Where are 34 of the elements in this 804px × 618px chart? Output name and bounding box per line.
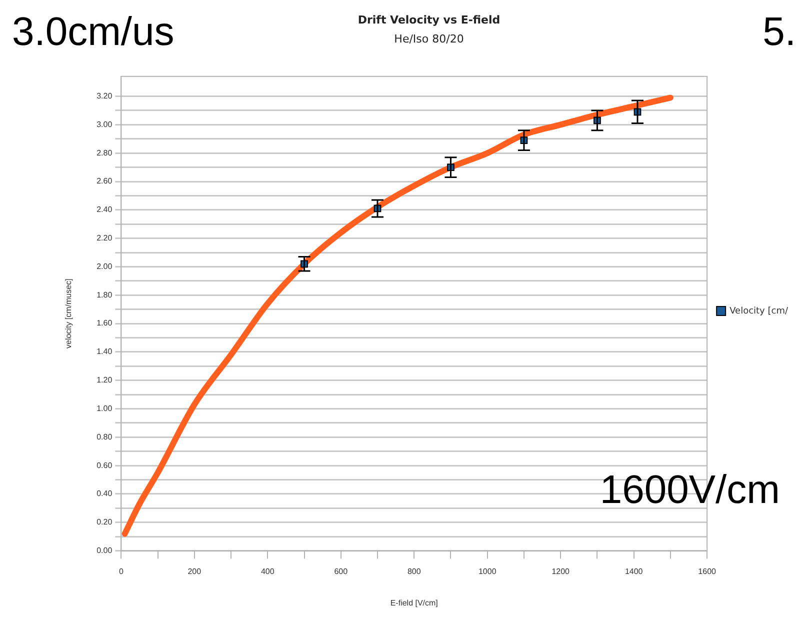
- y-tick-label: 2.00: [96, 262, 113, 271]
- y-tick-label: 0.20: [96, 518, 113, 527]
- annotation: 1600V/cm: [600, 468, 780, 512]
- x-tick-label: 400: [260, 566, 275, 576]
- text: 3.0cm/us: [12, 10, 174, 54]
- x-tick-label: 1600: [698, 566, 717, 576]
- y-tick-label: 3.20: [96, 91, 113, 100]
- y-tick-label: 2.20: [96, 234, 113, 243]
- y-tick-label: 1.80: [96, 290, 113, 300]
- y-tick-label: 0.80: [96, 432, 113, 442]
- chart-title: Drift Velocity vs E-field: [358, 13, 500, 26]
- y-tick-label: 0.40: [96, 489, 113, 498]
- x-tick-label: 600: [334, 566, 348, 576]
- y-axis-title: velocity [cm/musec]: [64, 278, 74, 348]
- y-tick-label: 1.20: [96, 376, 113, 385]
- y-tick-label: 0.00: [96, 546, 113, 556]
- x-tick-label: 0: [118, 566, 124, 576]
- x-tick-label: 1200: [552, 566, 570, 576]
- y-tick-label: 2.40: [96, 205, 113, 214]
- y-tick-label: 2.80: [96, 148, 113, 158]
- legend-label: Velocity [cm/: [730, 306, 789, 316]
- x-tick-label: 1000: [478, 566, 497, 576]
- y-tick-label: 1.40: [96, 347, 113, 356]
- x-tick-label: 200: [188, 566, 202, 576]
- x-tick-label: 800: [407, 566, 422, 576]
- y-tick-label: 1.60: [96, 318, 113, 328]
- text: 5.: [762, 10, 796, 54]
- x-tick-label: 1400: [624, 566, 644, 576]
- y-tick-label: 1.00: [96, 404, 113, 413]
- chart-subtitle: He/Iso 80/20: [394, 32, 464, 46]
- y-tick-label: 3.00: [96, 120, 113, 129]
- y-tick-label: 2.60: [96, 176, 113, 186]
- y-tick-label: 0.60: [96, 460, 113, 470]
- x-axis-title: E-field [V/cm]: [390, 598, 438, 608]
